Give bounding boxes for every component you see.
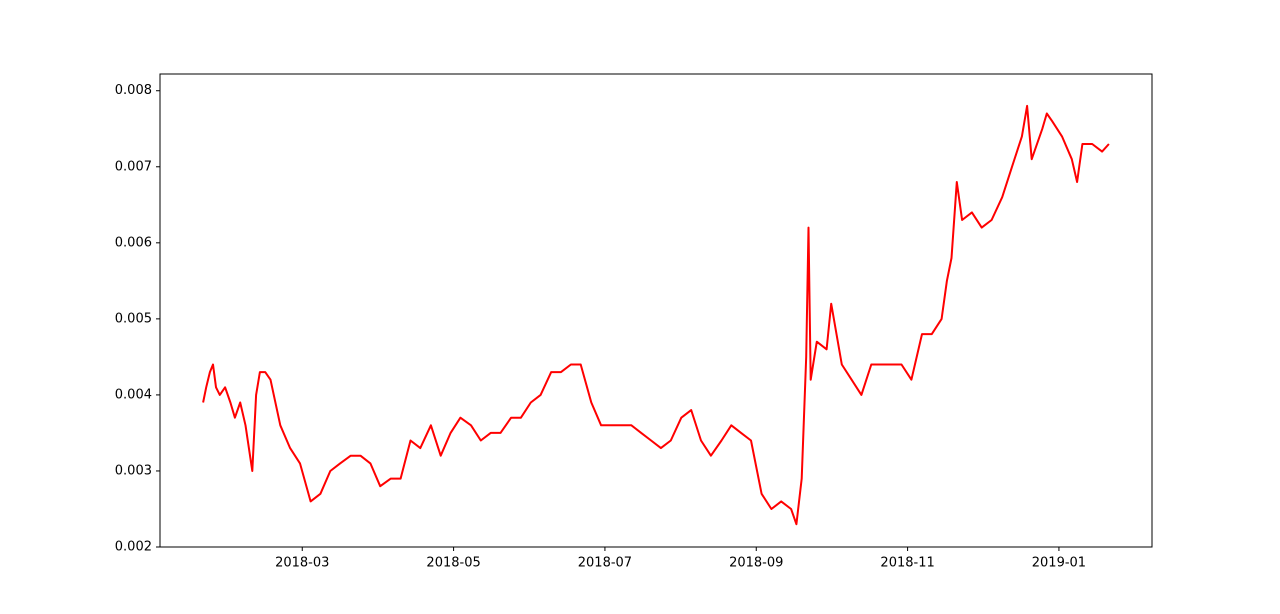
x-tick-label: 2018-09 — [729, 556, 783, 571]
x-tick-label: 2018-03 — [275, 556, 329, 571]
line — [202, 104, 1110, 526]
y-tick-label: 0.008 — [115, 83, 152, 98]
y-tick-label: 0.003 — [115, 463, 152, 478]
x-tick-label: 2019-01 — [1032, 556, 1086, 571]
y-tick-label: 0.002 — [115, 540, 152, 555]
y-tick-label: 0.006 — [115, 235, 152, 250]
plot-frame — [159, 73, 1153, 548]
y-tick-label: 0.007 — [115, 159, 152, 174]
y-tick-label: 0.004 — [115, 387, 152, 402]
y-tick-label: 0.005 — [115, 311, 152, 326]
x-tick-label: 2018-07 — [578, 556, 632, 571]
x-tick-label: 2018-11 — [880, 556, 934, 571]
x-tick-label: 2018-05 — [426, 556, 480, 571]
